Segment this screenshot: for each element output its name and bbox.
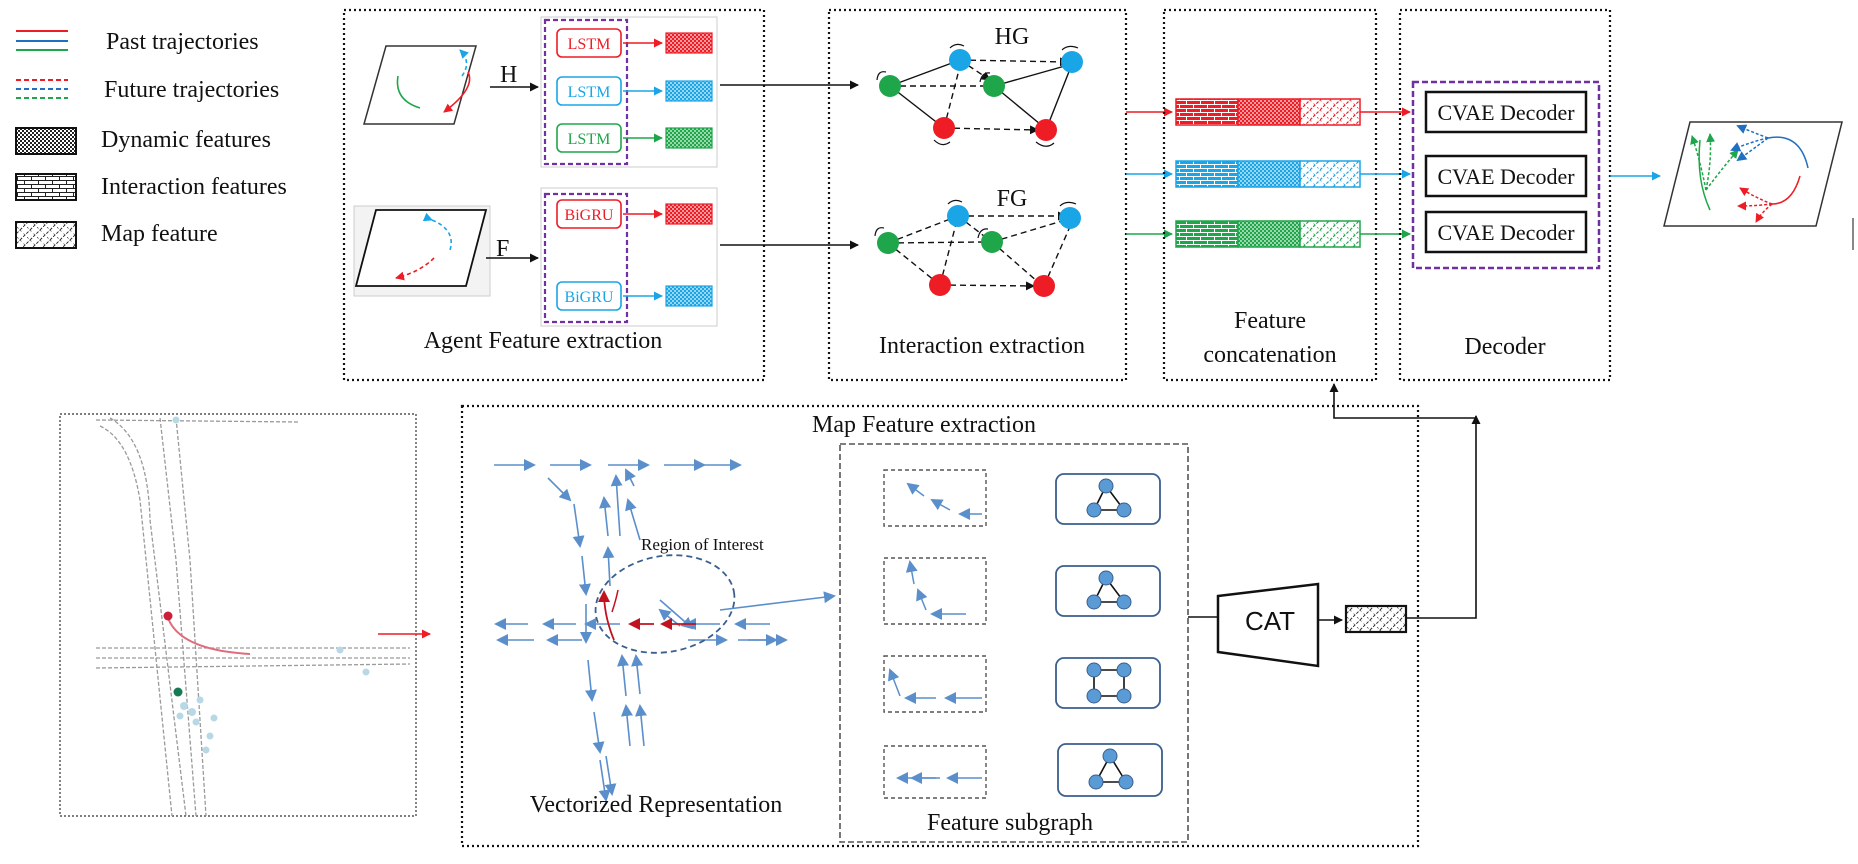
future-graph	[874, 199, 1081, 297]
concat-bar-blue	[1175, 160, 1361, 188]
decoder-group	[1411, 80, 1601, 270]
legend-interaction-features: Interaction features	[15, 173, 287, 201]
region-of-interest-ellipse	[594, 554, 736, 654]
subgraph-row-3	[883, 655, 1161, 713]
cvae-decoder-1-label: CVAE Decoder	[1437, 100, 1575, 125]
fg-node-red-2	[1033, 275, 1055, 297]
dynamic-feature-blue	[665, 80, 713, 102]
cvae-decoder-1: CVAE Decoder	[1424, 90, 1588, 134]
cvae-decoder-3-label: CVAE Decoder	[1437, 220, 1575, 245]
vectorized-representation-label: Vectorized Representation	[530, 792, 783, 818]
hd-map-image	[59, 413, 417, 817]
agent-trajectory-in-map	[598, 589, 696, 641]
history-graph-label: HG	[995, 24, 1030, 50]
concat-panel: Feature concatenation	[1162, 8, 1378, 382]
bigru-encoder-group	[543, 192, 629, 324]
concat-title-line1: Feature	[1234, 308, 1306, 334]
fg-node-red-1	[929, 274, 951, 296]
map-feature-routing	[1329, 383, 1481, 619]
dynamic-feature-red	[665, 32, 713, 54]
legend-dynamic-features: Dynamic features	[15, 127, 271, 155]
legend-past-label: Past trajectories	[106, 29, 259, 55]
lstm-green: LSTM	[556, 123, 713, 153]
feature-subgraph-label: Feature subgraph	[927, 810, 1093, 836]
hg-node-green-2	[983, 75, 1005, 97]
map-feature-vector	[1344, 604, 1408, 634]
dynamic-feature-future-blue	[665, 285, 713, 307]
subgraph-row-1	[883, 469, 1161, 527]
dynamic-feature-green	[665, 127, 713, 149]
decoder-panel-title: Decoder	[1464, 334, 1545, 360]
map-feature-panel: Map Feature extraction	[460, 404, 1420, 848]
history-label: H	[500, 62, 517, 88]
subgraph-row-4	[883, 743, 1163, 799]
interaction-panel-title: Interaction extraction	[879, 333, 1085, 359]
subgraph-row-2	[883, 557, 1161, 625]
map-panel-title: Map Feature extraction	[812, 412, 1036, 438]
cat-label: CAT	[1245, 606, 1295, 636]
lstm-red-label: LSTM	[568, 36, 611, 53]
legend-dynamic-label: Dynamic features	[101, 127, 271, 153]
vectorized-lane-graph	[494, 459, 836, 802]
agent-panel-title: Agent Feature extraction	[424, 328, 663, 354]
future-scene	[353, 205, 491, 297]
fg-node-blue-1	[947, 205, 969, 227]
history-scene	[363, 45, 477, 125]
legend-future-label: Future trajectories	[104, 77, 279, 103]
feature-subgraph-group	[839, 443, 1189, 843]
cvae-decoder-3: CVAE Decoder	[1424, 210, 1588, 254]
lstm-blue-label: LSTM	[568, 84, 611, 101]
hg-node-green-1	[879, 75, 901, 97]
hg-node-blue-2	[1061, 51, 1083, 73]
lstm-blue: LSTM	[556, 76, 713, 106]
fg-node-blue-2	[1059, 207, 1081, 229]
legend-future-trajectories: Future trajectories	[16, 77, 279, 103]
legend: Past trajectories Future trajectories Dy…	[15, 29, 287, 249]
prediction-output-scene	[1663, 121, 1843, 227]
legend-map-feature: Map feature	[15, 221, 218, 249]
interaction-panel: HG FG	[827, 8, 1128, 382]
cvae-decoder-2-label: CVAE Decoder	[1437, 164, 1575, 189]
bigru-red-label: BiGRU	[565, 207, 614, 224]
bigru-blue-label: BiGRU	[565, 289, 614, 306]
legend-past-trajectories: Past trajectories	[16, 29, 259, 55]
legend-map-label: Map feature	[101, 221, 218, 247]
future-graph-label: FG	[997, 186, 1028, 212]
lstm-green-label: LSTM	[568, 131, 611, 148]
decoder-panel: CVAE Decoder CVAE Decoder CVAE Decoder D…	[1398, 8, 1612, 382]
legend-interaction-label: Interaction features	[101, 174, 287, 200]
lstm-encoder-group	[543, 18, 629, 166]
concat-bar-red	[1175, 98, 1361, 126]
future-label: F	[496, 236, 509, 262]
bigru-red: BiGRU	[556, 199, 713, 229]
cat-block	[1216, 582, 1320, 668]
hg-node-red-1	[933, 117, 955, 139]
hg-node-red-2	[1035, 119, 1057, 141]
hg-node-blue-1	[949, 49, 971, 71]
fg-node-green-2	[981, 231, 1003, 253]
fg-node-green-1	[877, 232, 899, 254]
bigru-blue: BiGRU	[556, 281, 713, 311]
region-of-interest-label: Region of Interest	[641, 535, 764, 554]
cvae-decoder-2: CVAE Decoder	[1424, 154, 1588, 198]
concat-bar-green	[1175, 220, 1361, 248]
dynamic-feature-future-red	[665, 203, 713, 225]
agent-feature-panel: H LSTM LSTM LSTM F	[342, 8, 766, 382]
lstm-red: LSTM	[556, 28, 713, 58]
concat-title-line2: concatenation	[1203, 342, 1336, 368]
history-graph	[876, 43, 1083, 147]
